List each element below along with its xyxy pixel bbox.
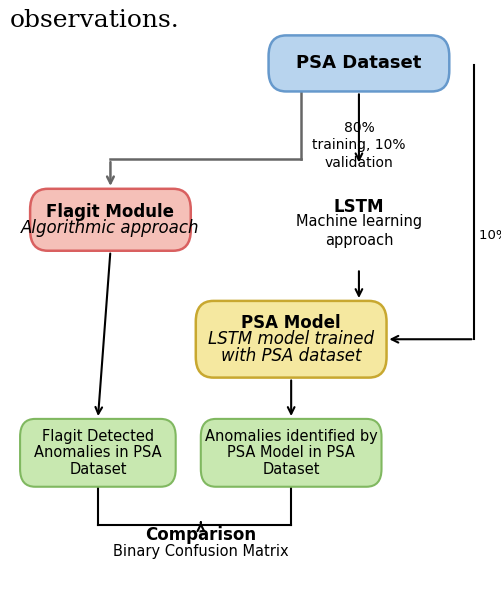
Text: Flagit Detected: Flagit Detected — [42, 429, 154, 444]
Text: with PSA dataset: with PSA dataset — [220, 347, 361, 365]
Text: Algorithmic approach: Algorithmic approach — [21, 219, 199, 237]
Text: Flagit Module: Flagit Module — [47, 202, 174, 221]
FancyBboxPatch shape — [30, 189, 190, 251]
FancyBboxPatch shape — [268, 35, 448, 91]
FancyBboxPatch shape — [20, 419, 175, 487]
Text: Dataset: Dataset — [262, 462, 319, 477]
Text: Binary Confusion Matrix: Binary Confusion Matrix — [113, 544, 288, 559]
Text: Comparison: Comparison — [145, 526, 256, 545]
Text: Dataset: Dataset — [69, 462, 126, 477]
Text: Machine learning
approach: Machine learning approach — [295, 214, 421, 248]
Text: PSA Model: PSA Model — [241, 314, 340, 332]
Text: PSA Dataset: PSA Dataset — [296, 54, 421, 73]
Text: 10% testing: 10% testing — [478, 230, 501, 242]
Text: 80%
training, 10%
validation: 80% training, 10% validation — [312, 121, 405, 169]
Text: PSA Model in PSA: PSA Model in PSA — [227, 445, 354, 460]
Text: observations.: observations. — [10, 9, 179, 32]
Text: Anomalies in PSA: Anomalies in PSA — [34, 445, 161, 460]
Text: LSTM model trained: LSTM model trained — [208, 330, 373, 348]
FancyBboxPatch shape — [195, 301, 386, 378]
FancyBboxPatch shape — [200, 419, 381, 487]
Text: LSTM: LSTM — [333, 198, 383, 216]
Text: Anomalies identified by: Anomalies identified by — [204, 429, 377, 444]
